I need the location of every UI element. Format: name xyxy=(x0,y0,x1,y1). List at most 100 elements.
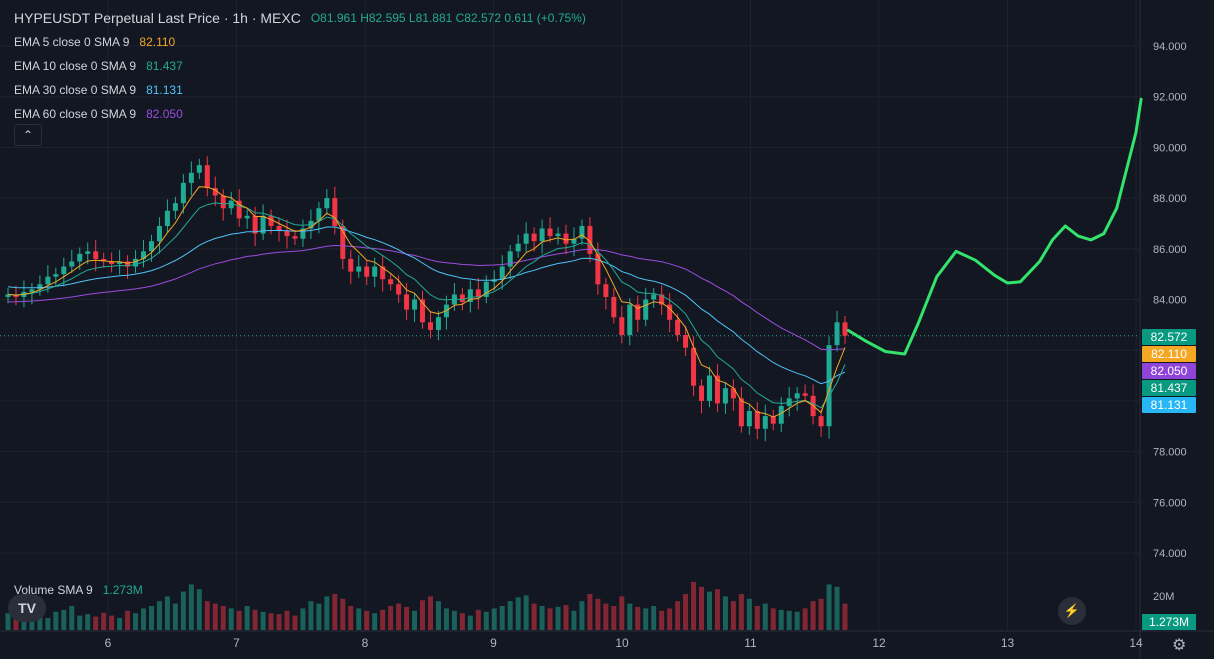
volume-bar xyxy=(340,598,346,630)
volume-bar xyxy=(101,612,107,630)
volume-bar xyxy=(730,601,736,630)
candle-body xyxy=(188,172,194,183)
volume-bar xyxy=(276,614,282,630)
candle-body xyxy=(595,253,601,285)
candle-body xyxy=(675,319,681,335)
volume-bar xyxy=(380,609,386,630)
tradingview-logo-icon[interactable]: TV xyxy=(8,594,46,622)
ema60-line xyxy=(7,244,846,351)
y-tick-label: 74.000 xyxy=(1153,548,1187,560)
volume-bar xyxy=(818,598,824,630)
volume-bar xyxy=(515,597,521,630)
candle-body xyxy=(37,284,43,290)
volume-bar xyxy=(308,601,314,630)
x-tick-label: 11 xyxy=(744,636,757,650)
volume-bar xyxy=(691,582,697,630)
candle-body xyxy=(547,228,553,237)
collapse-legend-button[interactable]: ⌃ xyxy=(14,124,42,146)
volume-bar xyxy=(754,606,760,630)
candle-body xyxy=(29,289,35,292)
candle-body xyxy=(69,261,75,267)
candle-body xyxy=(659,294,665,305)
volume-bar xyxy=(125,610,131,630)
volume-bar xyxy=(364,610,370,630)
volume-bar xyxy=(268,613,274,630)
volume-bar xyxy=(37,615,43,630)
indicator-value: 82.050 xyxy=(146,107,183,121)
volume-bar xyxy=(420,600,426,630)
candle-body xyxy=(340,225,346,259)
volume-bar xyxy=(571,610,577,630)
volume-bar xyxy=(180,591,186,630)
volume-bar xyxy=(714,589,720,630)
price-badge-label: 82.050 xyxy=(1151,364,1188,378)
x-tick-label: 13 xyxy=(1001,636,1015,650)
y-tick-label: 94.000 xyxy=(1153,41,1187,53)
candle-body xyxy=(180,182,186,204)
volume-badge xyxy=(1142,614,1196,630)
volume-bar xyxy=(786,610,792,630)
price-badge xyxy=(1142,363,1196,379)
volume-bar xyxy=(228,608,234,630)
indicator-ema10[interactable]: EMA 10 close 0 SMA 9 81.437 xyxy=(14,54,586,78)
volume-bar xyxy=(85,614,91,630)
volume-bar xyxy=(93,616,99,630)
x-tick-label: 14 xyxy=(1129,636,1143,650)
volume-bar xyxy=(531,603,537,630)
volume-bar xyxy=(292,615,298,630)
indicator-ema5[interactable]: EMA 5 close 0 SMA 9 82.110 xyxy=(14,30,586,54)
indicator-ema60[interactable]: EMA 60 close 0 SMA 9 82.050 xyxy=(14,102,586,126)
candle-body xyxy=(667,304,673,320)
ohlc-values: O81.961 H82.595 L81.881 C82.572 0.611 (+… xyxy=(310,11,586,25)
volume-bar xyxy=(595,598,601,630)
volume-label: Volume SMA 9 xyxy=(14,583,93,597)
candle-body xyxy=(427,322,433,330)
volume-bar xyxy=(675,601,681,630)
candle-body xyxy=(635,304,641,320)
volume-bar xyxy=(435,601,441,630)
x-tick-label: 7 xyxy=(233,636,240,650)
price-axis[interactable]: 94.000 92.000 90.000 88.000 86.000 84.000 82.0… xyxy=(1153,41,1187,603)
candle-body xyxy=(706,375,712,401)
volume-bar xyxy=(260,611,266,630)
candle-body xyxy=(579,225,585,239)
symbol-title[interactable]: HYPEUSDT Perpetual Last Price · 1h · MEX… xyxy=(14,10,301,26)
volume-bar xyxy=(555,606,561,630)
price-badge xyxy=(1142,329,1196,345)
candle-body xyxy=(284,231,290,237)
candlesticks xyxy=(5,156,848,442)
candle-body xyxy=(172,203,178,211)
lightning-icon[interactable]: ⚡ xyxy=(1058,597,1086,625)
price-badge-label: 82.110 xyxy=(1151,347,1187,361)
price-badge xyxy=(1142,346,1196,362)
price-badge xyxy=(1142,380,1196,396)
candle-body xyxy=(475,289,481,297)
chevron-up-icon: ⌃ xyxy=(22,128,34,142)
y-tick-label: 84.000 xyxy=(1153,295,1187,307)
volume-bar xyxy=(587,594,593,630)
volume-bar xyxy=(810,601,816,630)
volume-legend[interactable]: Volume SMA 9 1.273M xyxy=(14,583,143,597)
candle-body xyxy=(571,238,577,244)
indicator-ema30[interactable]: EMA 30 close 0 SMA 9 81.131 xyxy=(14,78,586,102)
indicator-label: EMA 10 close 0 SMA 9 xyxy=(14,59,137,73)
volume-bar xyxy=(156,601,162,630)
indicator-label: EMA 60 close 0 SMA 9 xyxy=(14,107,137,121)
volume-bar xyxy=(412,610,418,630)
candle-body xyxy=(300,228,306,239)
volume-bar xyxy=(842,603,848,630)
x-tick-label: 9 xyxy=(490,636,497,650)
volume-bar xyxy=(236,610,242,630)
candle-body xyxy=(762,416,768,429)
candle-body xyxy=(563,233,569,244)
volume-bar xyxy=(388,606,394,630)
chart-legend: HYPEUSDT Perpetual Last Price · 1h · MEX… xyxy=(14,6,586,126)
candle-body xyxy=(260,215,266,234)
volume-bar xyxy=(133,613,139,630)
price-badge-label: 81.437 xyxy=(1151,381,1188,395)
volume-bar xyxy=(188,584,194,630)
gear-icon[interactable]: ⚙ xyxy=(1172,637,1187,654)
volume-bar xyxy=(148,606,154,630)
time-axis[interactable]: 6 7 8 9 10 11 12 13 14 xyxy=(105,636,1143,650)
